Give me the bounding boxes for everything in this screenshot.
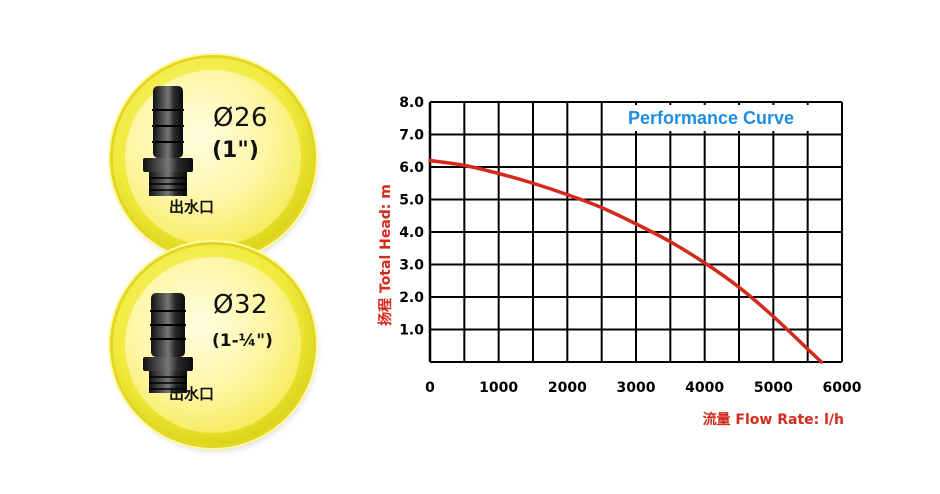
outlet-badge-26: Ø26 (1") 出水口	[113, 58, 313, 258]
y-tick-label: 2.0	[399, 290, 424, 306]
outlet-inch-size: (1-¼")	[212, 331, 273, 351]
outlet-diameter: Ø32	[213, 290, 269, 320]
outlet-badge-32: Ø32 (1-¼") 出水口	[113, 245, 313, 445]
x-tick-label: 4000	[685, 380, 724, 396]
y-tick-label: 6.0	[399, 160, 424, 176]
x-tick-label: 2000	[548, 380, 587, 396]
outlet-diameter: Ø26	[213, 103, 269, 133]
x-tick-label: 3000	[617, 380, 656, 396]
chart-ticks: 0 1000 2000 3000 4000 5000 6000 1.0 2.0 3.0 4.0 5.0…	[399, 95, 862, 396]
x-axis-label: 流量 Flow Rate: l/h	[703, 411, 844, 428]
x-tick-label: 0	[425, 380, 435, 396]
x-tick-label: 1000	[479, 380, 518, 396]
chart-title-background	[622, 105, 830, 131]
y-tick-label: 8.0	[399, 95, 424, 111]
outlet-inch-size: (1")	[212, 138, 259, 163]
hose-fitting-icon	[143, 293, 193, 393]
x-tick-label: 6000	[823, 380, 862, 396]
performance-curve	[428, 158, 824, 364]
y-tick-label: 5.0	[399, 193, 424, 209]
x-tick-label: 5000	[754, 380, 793, 396]
outlet-label: 出水口	[169, 385, 215, 403]
y-tick-label: 4.0	[399, 225, 424, 241]
y-tick-label: 3.0	[399, 258, 424, 274]
y-axis-label: 扬程 Total Head: m	[377, 184, 394, 326]
chart-title: Performance Curve	[628, 108, 794, 128]
hose-fitting-icon	[143, 86, 193, 196]
outlet-label: 出水口	[169, 198, 215, 216]
y-tick-label: 1.0	[399, 323, 424, 339]
y-tick-label: 7.0	[399, 128, 424, 144]
performance-chart: 0 1000 2000 3000 4000 5000 6000 1.0 2.0 3.0 4.0 5.0…	[377, 95, 862, 428]
